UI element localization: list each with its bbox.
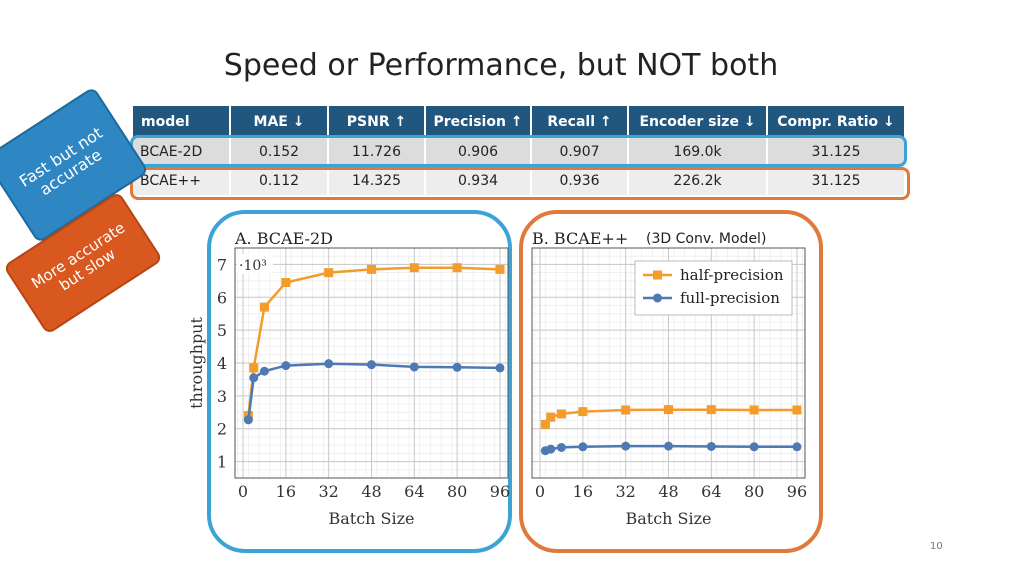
- data-point-full-precision: [324, 359, 334, 369]
- data-point-half-precision: [540, 419, 550, 429]
- results-table: model MAE ↓ PSNR ↑ Precision ↑ Recall ↑ …: [133, 106, 906, 195]
- table-cell: 31.125: [767, 137, 906, 166]
- table-cell: 0.907: [531, 137, 629, 166]
- legend-label: full-precision: [680, 289, 780, 307]
- data-point-half-precision: [409, 263, 419, 273]
- data-point-full-precision: [249, 373, 259, 383]
- data-point-full-precision: [409, 362, 419, 372]
- column-header-compression-ratio: Compr. Ratio ↓: [767, 106, 906, 137]
- data-point-half-precision: [367, 264, 376, 274]
- chart-subtitle: (3D Conv. Model): [646, 231, 766, 247]
- column-header-model: model: [133, 106, 231, 137]
- data-point-half-precision: [706, 405, 716, 415]
- y-tick-label: 7: [217, 255, 227, 274]
- table-cell: BCAE++: [133, 166, 231, 195]
- table-cell: 14.325: [328, 166, 426, 195]
- y-tick-label: 3: [217, 387, 227, 406]
- legend-label: half-precision: [680, 266, 784, 284]
- y-tick-label: 2: [217, 420, 227, 439]
- column-header-precision: Precision ↑: [425, 106, 532, 137]
- x-tick-label: 64: [701, 482, 721, 501]
- table-row: BCAE++ 0.112 14.325 0.934 0.936 226.2k 3…: [133, 166, 906, 195]
- multiplier-background: [237, 254, 273, 274]
- data-point-full-precision: [621, 441, 631, 451]
- x-tick-label: 0: [238, 482, 248, 501]
- data-point-full-precision: [452, 362, 462, 372]
- x-tick-label: 80: [744, 482, 764, 501]
- data-point-half-precision: [792, 405, 802, 415]
- y-axis-label: throughput: [187, 317, 206, 409]
- data-point-half-precision: [546, 412, 556, 422]
- table-cell: 169.0k: [628, 137, 768, 166]
- x-tick-label: 16: [573, 482, 593, 501]
- data-point-half-precision: [259, 302, 269, 312]
- table-cell: 0.934: [425, 166, 532, 195]
- data-point-full-precision: [749, 442, 759, 452]
- x-tick-label: 0: [535, 482, 545, 501]
- y-axis-multiplier: ·10³: [239, 258, 267, 274]
- table-cell: 31.125: [767, 166, 906, 195]
- table-header-row: model MAE ↓ PSNR ↑ Precision ↑ Recall ↑ …: [133, 106, 906, 137]
- column-header-psnr: PSNR ↑: [328, 106, 426, 137]
- x-axis-label: Batch Size: [328, 509, 414, 528]
- x-tick-label: 16: [276, 482, 296, 501]
- table-row: BCAE-2D 0.152 11.726 0.906 0.907 169.0k …: [133, 137, 906, 166]
- x-tick-label: 48: [361, 482, 381, 501]
- x-axis-label: Batch Size: [625, 509, 711, 528]
- data-point-half-precision: [281, 278, 291, 287]
- column-header-recall: Recall ↑: [531, 106, 629, 137]
- table-cell: 226.2k: [628, 166, 768, 195]
- data-point-full-precision: [578, 442, 588, 452]
- table-cell: 0.112: [230, 166, 329, 195]
- column-header-encoder-size: Encoder size ↓: [628, 106, 768, 137]
- plot-frame: [234, 247, 509, 479]
- data-point-full-precision: [556, 442, 566, 452]
- data-point-full-precision: [706, 441, 716, 451]
- y-tick-label: 1: [217, 453, 227, 472]
- column-header-mae: MAE ↓: [230, 106, 329, 137]
- chart-title: B. BCAE++: [532, 229, 628, 248]
- table-cell: BCAE-2D: [133, 137, 231, 166]
- data-point-half-precision: [621, 405, 631, 415]
- x-tick-label: 32: [615, 482, 635, 501]
- data-point-full-precision: [792, 442, 802, 452]
- x-tick-label: 32: [318, 482, 338, 501]
- legend-box: [634, 260, 793, 316]
- page-number: 10: [930, 541, 943, 552]
- y-tick-label: 6: [217, 288, 227, 307]
- data-point-half-precision: [249, 363, 259, 373]
- legend-swatch-marker: [653, 293, 662, 303]
- table-cell: 0.936: [531, 166, 629, 195]
- table-cell: 0.906: [425, 137, 532, 166]
- data-point-half-precision: [495, 264, 505, 274]
- data-point-full-precision: [243, 415, 253, 425]
- data-point-full-precision: [546, 444, 556, 454]
- data-point-full-precision: [367, 360, 376, 370]
- data-point-full-precision: [259, 366, 269, 376]
- data-point-half-precision: [578, 407, 588, 417]
- x-tick-label: 64: [404, 482, 424, 501]
- data-point-full-precision: [495, 363, 505, 373]
- data-point-half-precision: [324, 268, 334, 278]
- data-point-full-precision: [281, 361, 291, 371]
- x-tick-label: 96: [787, 482, 807, 501]
- table-cell: 0.152: [230, 137, 329, 166]
- data-point-half-precision: [556, 409, 566, 419]
- x-tick-label: 48: [658, 482, 678, 501]
- data-point-half-precision: [452, 263, 462, 273]
- slide-title: Speed or Performance, but NOT both: [223, 48, 779, 83]
- chart-title: A. BCAE-2D: [234, 229, 333, 248]
- data-point-full-precision: [664, 441, 673, 451]
- bcae-plus-row-highlight: [130, 167, 910, 200]
- data-point-half-precision: [749, 405, 759, 415]
- x-tick-label: 96: [490, 482, 510, 501]
- data-point-half-precision: [664, 405, 673, 415]
- y-tick-label: 5: [217, 321, 227, 340]
- x-tick-label: 80: [447, 482, 467, 501]
- legend-swatch-marker: [653, 270, 662, 280]
- plot-frame: [531, 247, 806, 479]
- table-cell: 11.726: [328, 137, 426, 166]
- y-tick-label: 4: [217, 354, 227, 373]
